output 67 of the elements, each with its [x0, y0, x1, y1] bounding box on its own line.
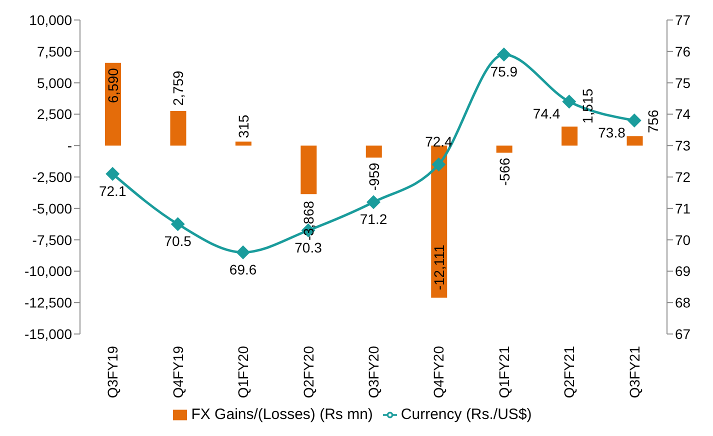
point — [562, 94, 576, 109]
data-label: 315 — [235, 114, 252, 138]
data-label: 2,759 — [170, 70, 186, 106]
y-tick-label: -10,000 — [24, 263, 72, 280]
y2-tick-label: 75 — [675, 74, 691, 91]
y2-tick-label: 72 — [675, 168, 691, 185]
bar — [300, 146, 317, 194]
bar — [170, 110, 186, 146]
point — [236, 245, 250, 260]
bar — [562, 126, 578, 146]
x-tick-label: Q1FY20 — [235, 346, 252, 398]
y2-tick-label: 77 — [675, 12, 691, 28]
y-tick-label: -15,000 — [24, 326, 72, 342]
y2-tick-label: 73 — [675, 138, 691, 154]
bar — [366, 146, 382, 158]
data-label: 73.8 — [598, 124, 626, 140]
y2-tick-label: 76 — [675, 43, 691, 60]
data-label: 72.4 — [425, 133, 453, 150]
bar — [235, 142, 252, 146]
y-tick-label: -5,000 — [32, 200, 72, 216]
data-label: 72.1 — [98, 182, 126, 199]
point — [366, 195, 380, 210]
y2-tick-label: 68 — [675, 294, 691, 311]
y-tick-label: 10,000 — [29, 12, 72, 28]
y2-tick-label: 70 — [675, 232, 691, 248]
data-label: 1,515 — [580, 88, 596, 124]
data-label: 75.9 — [490, 64, 518, 80]
data-label: 70.5 — [164, 233, 192, 250]
data-label: 71.2 — [360, 211, 388, 228]
x-tick-label: Q3FY20 — [366, 346, 382, 398]
point — [432, 157, 446, 172]
x-tick-label: Q4FY19 — [170, 346, 186, 398]
y-tick-label: -12,500 — [24, 294, 72, 311]
bar — [431, 146, 448, 298]
data-label: -959 — [366, 162, 382, 191]
data-label: -12,111 — [431, 244, 448, 290]
data-label: 70.3 — [294, 239, 322, 256]
data-label: -3,868 — [300, 200, 317, 241]
y-tick-label: -7,500 — [32, 232, 72, 248]
point — [106, 166, 120, 181]
data-label: 69.6 — [229, 261, 257, 278]
bar — [626, 136, 643, 146]
data-label: 756 — [644, 110, 661, 134]
data-label: 74.4 — [532, 106, 560, 122]
x-tick-label: Q2FY20 — [300, 346, 316, 398]
point — [627, 113, 642, 128]
bar — [496, 146, 512, 153]
y2-tick-label: 71 — [675, 200, 691, 216]
x-tick-label: Q3FY21 — [626, 346, 642, 398]
data-label: -566 — [496, 157, 512, 186]
point — [496, 48, 511, 62]
x-tick-label: Q4FY20 — [430, 346, 447, 398]
x-tick-label: Q2FY21 — [561, 346, 578, 398]
point — [170, 217, 185, 232]
y2-tick-label: 74 — [675, 106, 691, 122]
y-tick-label: -2,500 — [32, 168, 72, 185]
legend-label: Currency (Rs./US$) — [400, 406, 532, 423]
y2-tick-label: 69 — [675, 263, 691, 280]
data-label: 6,590 — [105, 68, 121, 104]
legend-label: FX Gains/(Losses) (Rs mn) — [191, 406, 373, 423]
y-tick-label: 7,500 — [36, 43, 72, 60]
y-tick-label: - — [67, 138, 72, 154]
y-tick-label: 2,500 — [36, 106, 72, 122]
y-tick-label: 5,000 — [36, 74, 72, 91]
x-tick-label: Q3FY19 — [104, 346, 121, 398]
y2-tick-label: 67 — [675, 326, 691, 342]
x-tick-label: Q1FY21 — [496, 346, 512, 398]
